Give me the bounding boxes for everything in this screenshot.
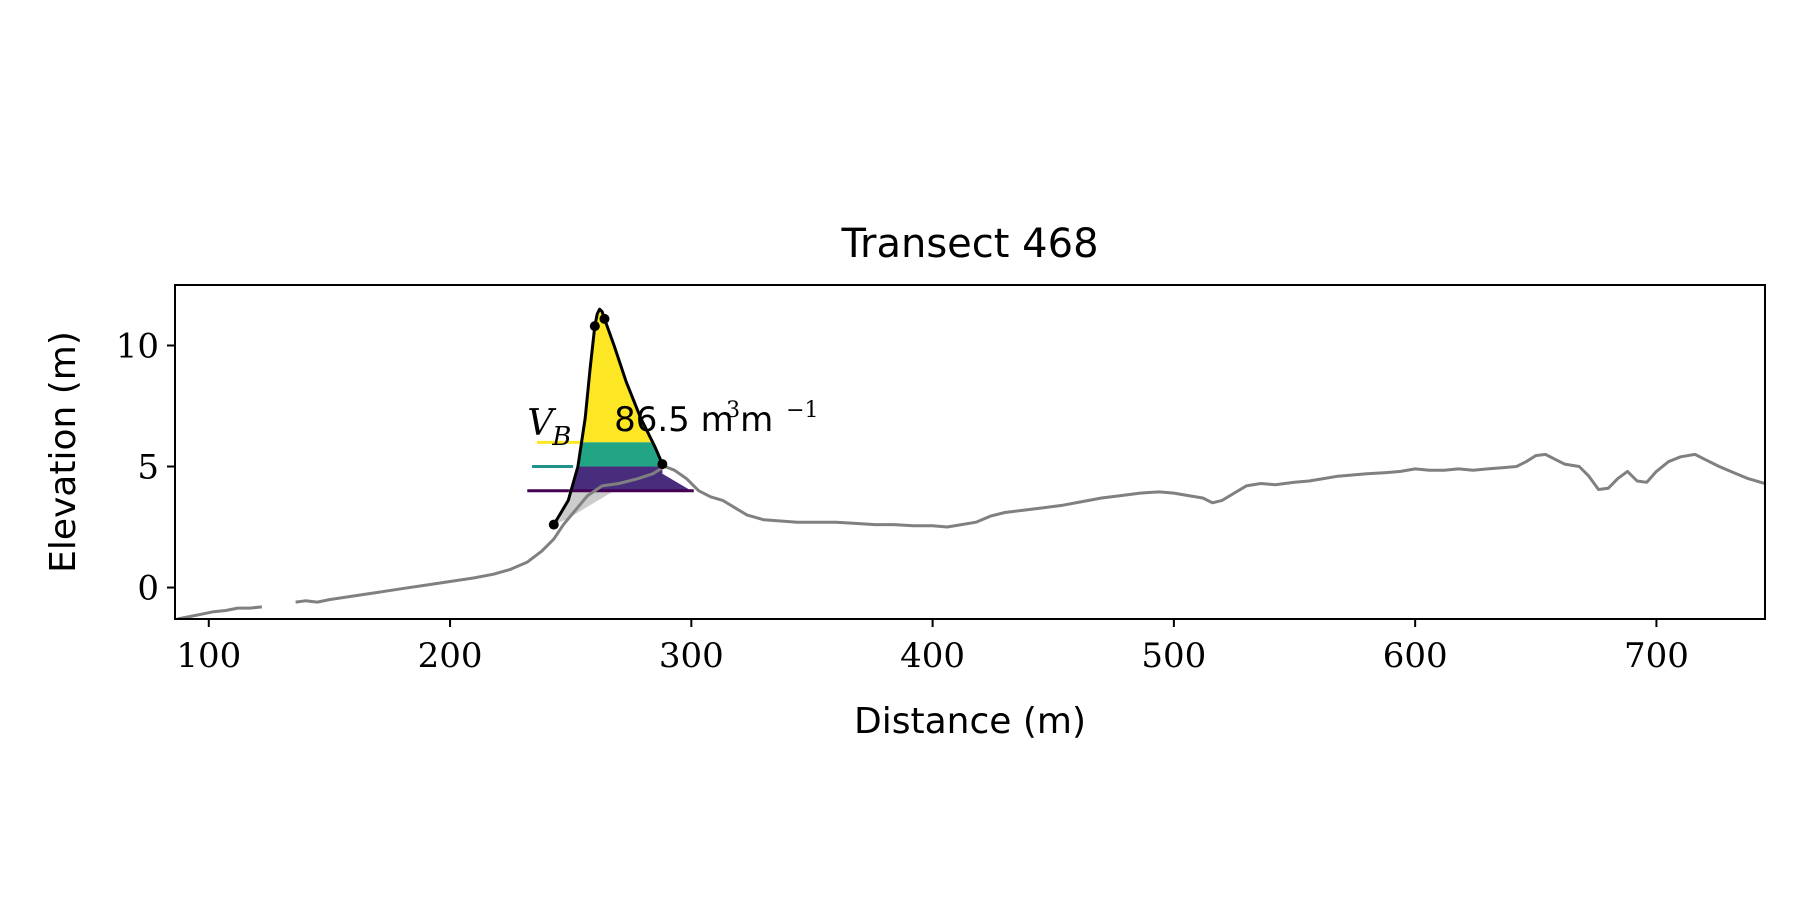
annotation-subscript: B [551, 422, 571, 452]
y-tick-label-0: 0 [137, 569, 159, 609]
annotation-unit-sup1: 3 [726, 398, 740, 423]
key-point-1 [589, 321, 600, 332]
plot-content [177, 307, 1765, 619]
plot-frame [174, 284, 1766, 620]
x-tick-label-300: 300 [659, 636, 724, 676]
volume-band-lower [553, 466, 692, 491]
plot-area-layer [177, 307, 1765, 619]
annotation-symbol: V [527, 403, 557, 444]
key-point-2 [599, 313, 610, 324]
x-tick-label-400: 400 [900, 636, 965, 676]
x-tick-label-600: 600 [1383, 636, 1448, 676]
annotation-unit-sup2: −1 [786, 398, 818, 423]
chart-title: Transect 468 [840, 221, 1098, 267]
dune-outline [552, 307, 664, 526]
ticks-layer: 100 200 300 400 500 600 700 0 5 10 [116, 327, 1689, 676]
x-tick-label-700: 700 [1624, 636, 1689, 676]
annotation-unit-mid: m [740, 400, 773, 440]
y-axis-label: Elevation (m) [43, 331, 84, 573]
key-point-0 [548, 519, 559, 530]
volume-bands [553, 309, 692, 491]
x-tick-label-200: 200 [418, 636, 483, 676]
profile-line-0 [177, 605, 263, 619]
x-tick-label-100: 100 [176, 636, 241, 676]
x-tick-label-500: 500 [1141, 636, 1206, 676]
y-tick-label-10: 10 [116, 327, 159, 367]
y-tick-label-5: 5 [137, 448, 159, 488]
profile-line-1 [295, 452, 1765, 604]
annotation-layer: V B 86.5 m3 m −1 [527, 398, 818, 452]
key-point-3 [657, 459, 668, 470]
x-axis-label: Distance (m) [854, 701, 1086, 742]
annotation-value: 86.5 m [614, 400, 734, 440]
